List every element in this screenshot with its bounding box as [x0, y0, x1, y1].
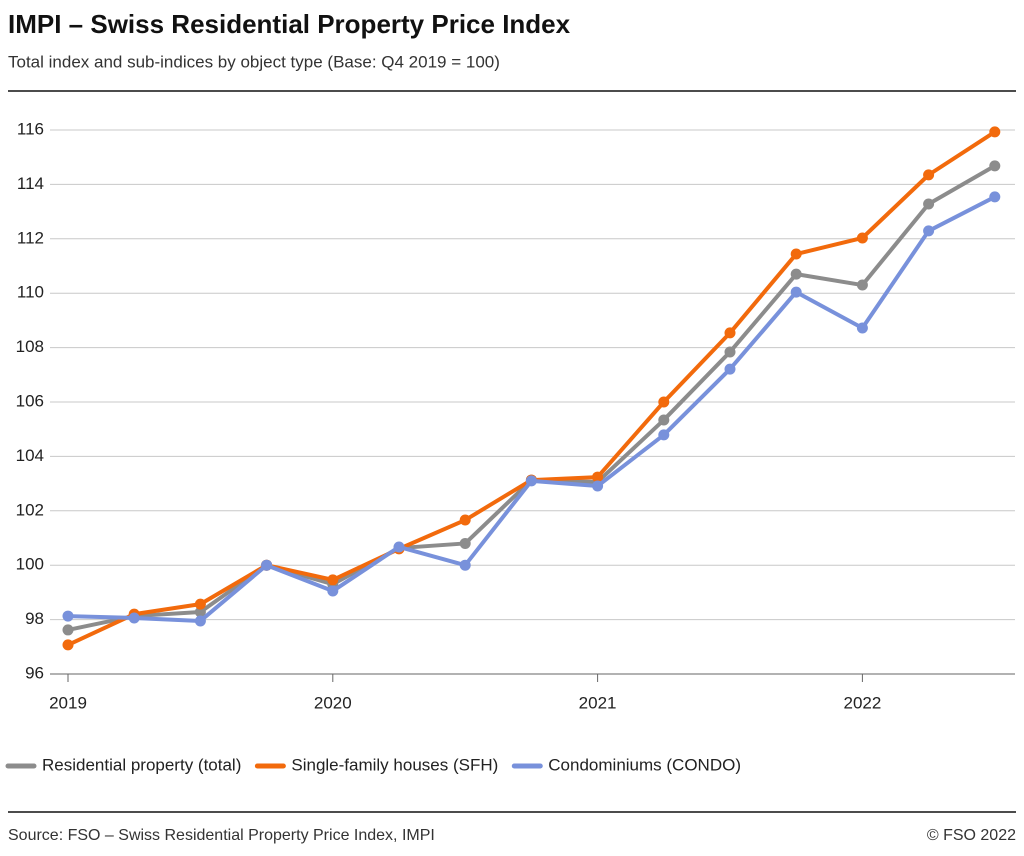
- x-tick-label: 2020: [314, 693, 352, 712]
- data-point: [592, 480, 604, 492]
- y-tick-label: 100: [16, 555, 44, 574]
- data-point: [790, 286, 802, 298]
- data-point: [724, 363, 736, 375]
- x-tick-label: 2021: [579, 693, 617, 712]
- y-tick-label: 104: [16, 446, 44, 465]
- data-point: [856, 322, 868, 334]
- data-point: [989, 160, 1001, 172]
- legend-label: Residential property (total): [42, 755, 241, 774]
- data-point: [923, 169, 935, 181]
- x-tick-label: 2019: [49, 693, 87, 712]
- data-point: [194, 615, 206, 627]
- y-tick-label: 96: [25, 663, 44, 682]
- data-point: [658, 414, 670, 426]
- credit: © FSO 2022: [927, 827, 1016, 844]
- data-point: [592, 471, 604, 483]
- legend-label: Condominiums (CONDO): [548, 755, 741, 774]
- y-tick-label: 116: [17, 119, 44, 138]
- data-point: [923, 198, 935, 210]
- data-point: [724, 346, 736, 358]
- data-point: [525, 475, 537, 487]
- data-point: [194, 606, 206, 618]
- data-point: [194, 598, 206, 610]
- data-point: [790, 248, 802, 260]
- data-point: [989, 126, 1001, 138]
- chart-subtitle: Total index and sub-indices by object ty…: [8, 52, 500, 71]
- series-line: [67, 164, 996, 632]
- x-tick-label: 2022: [843, 693, 881, 712]
- data-point: [923, 225, 935, 237]
- data-point: [790, 268, 802, 280]
- chart-title: IMPI – Swiss Residential Property Price …: [8, 9, 571, 39]
- data-point: [393, 541, 405, 553]
- y-tick-label: 98: [25, 609, 44, 628]
- y-tick-label: 114: [17, 174, 44, 193]
- y-tick-label: 112: [17, 228, 44, 247]
- data-point: [459, 537, 471, 549]
- data-point: [327, 585, 339, 597]
- data-point: [62, 639, 74, 651]
- legend-label: Single-family houses (SFH): [291, 755, 498, 774]
- data-point: [261, 559, 273, 571]
- data-point: [459, 559, 471, 571]
- data-point: [856, 232, 868, 244]
- data-point: [62, 624, 74, 636]
- data-point: [459, 514, 471, 526]
- data-point: [658, 396, 670, 408]
- y-tick-label: 106: [16, 391, 44, 410]
- data-point: [989, 191, 1001, 203]
- y-tick-label: 102: [16, 500, 44, 519]
- y-tick-label: 110: [17, 283, 44, 302]
- data-point: [62, 610, 74, 622]
- source: Source: FSO – Swiss Residential Property…: [8, 827, 435, 844]
- data-point: [327, 574, 339, 586]
- data-point: [128, 612, 140, 624]
- data-point: [658, 429, 670, 441]
- series-line: [67, 195, 996, 623]
- y-tick-label: 108: [16, 337, 44, 356]
- data-point: [856, 279, 868, 291]
- data-point: [724, 327, 736, 339]
- series-line: [67, 130, 996, 647]
